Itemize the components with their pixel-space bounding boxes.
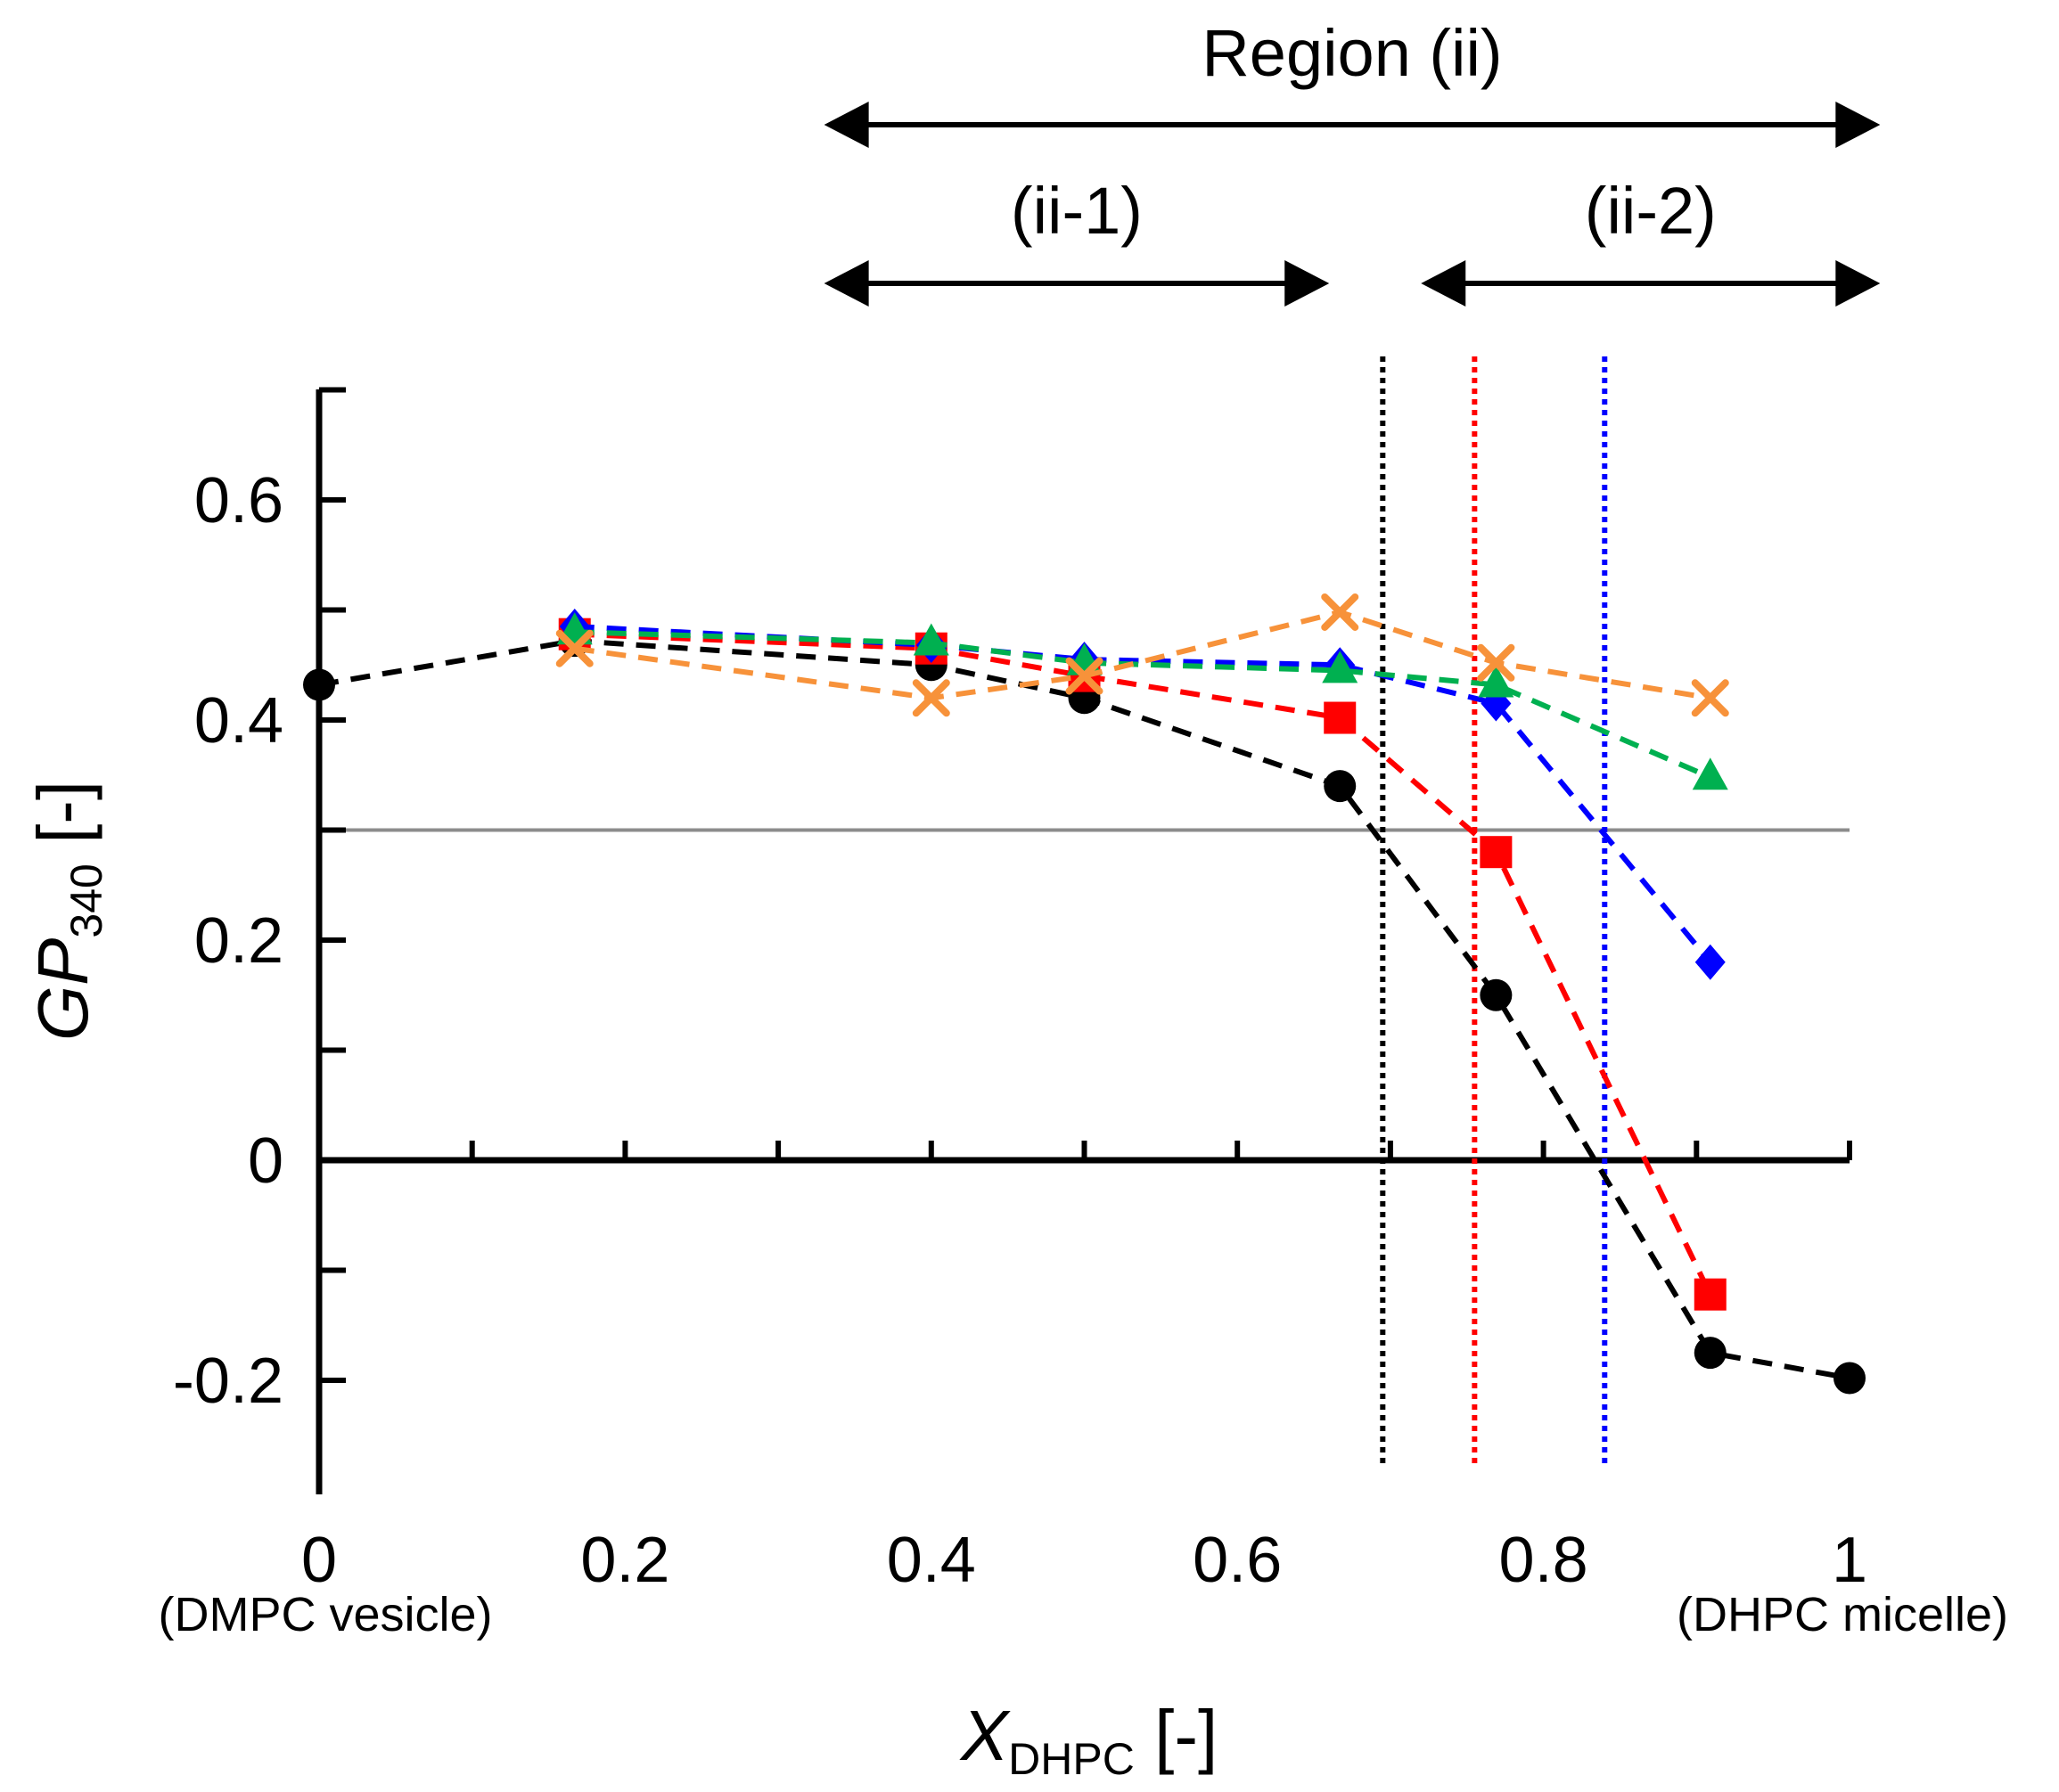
- series-black: [303, 625, 1866, 1395]
- marker-blue: [1694, 944, 1726, 980]
- marker-orange: [1321, 593, 1359, 631]
- marker-red: [1694, 1278, 1727, 1311]
- marker-orange: [1691, 679, 1729, 717]
- arrow-head-left: [824, 260, 869, 307]
- region-arrow-0: [824, 102, 1881, 148]
- y-axis-title: GP340 [-]: [23, 781, 111, 1041]
- x-tick-label: 0.6: [1193, 1525, 1282, 1596]
- x-end-label-right: (DHPC micelle): [1677, 1588, 2008, 1641]
- y-axis-title-main: GP: [23, 938, 103, 1042]
- arrow-head-left: [1421, 260, 1466, 307]
- arrow-head-right: [1284, 260, 1330, 307]
- region-label: Region (ii): [1202, 16, 1502, 90]
- regions-layer: Region (ii) (ii-1) (ii-2): [824, 16, 1881, 307]
- x-tick-label: 0.8: [1499, 1525, 1588, 1596]
- marker-black: [1324, 770, 1357, 803]
- x-axis-title-main: X: [959, 1696, 1011, 1775]
- marker-orange: [555, 629, 594, 667]
- y-tick-label: 0.4: [194, 685, 283, 757]
- y-axis-title-sub: 340: [62, 863, 111, 937]
- series-line-red: [574, 631, 1713, 1296]
- marker-orange: [912, 679, 950, 717]
- marker-red: [1480, 836, 1513, 869]
- region-arrow-2: [1421, 260, 1881, 307]
- x-tick-label: 0.2: [580, 1525, 669, 1596]
- series-line-orange: [574, 609, 1711, 701]
- y-axis-title-suffix: [-]: [23, 781, 103, 863]
- x-axis-title-sub: DHPC: [1008, 1734, 1135, 1784]
- x-axis-title: XDHPC [-]: [959, 1696, 1218, 1784]
- series-line-green: [574, 629, 1711, 780]
- region-label: (ii-1): [1011, 174, 1143, 248]
- arrow-head-left: [824, 102, 869, 148]
- marker-red: [1324, 701, 1357, 734]
- marker-green: [1692, 757, 1728, 790]
- marker-orange: [1065, 657, 1103, 695]
- y-tick-label: 0.2: [194, 905, 283, 977]
- vertical-lines-layer: [1380, 356, 1608, 1464]
- arrow-head-right: [1835, 102, 1881, 148]
- marker-green: [1478, 665, 1514, 698]
- y-tick-label: 0: [248, 1125, 283, 1197]
- marker-green: [1322, 651, 1358, 683]
- x-end-label-left: (DMPC vesicle): [158, 1588, 492, 1641]
- series-red: [558, 618, 1727, 1311]
- series-orange: [555, 593, 1729, 717]
- series-line-blue: [574, 624, 1713, 964]
- series-blue: [559, 609, 1726, 980]
- y-tick-label: -0.2: [173, 1346, 283, 1417]
- series-green: [556, 612, 1728, 790]
- axes-layer: -0.2 0 0.2 0.4 0.6 0 0.2 0.4 0.6 0.8 1: [173, 387, 1867, 1596]
- marker-orange: [1477, 643, 1515, 682]
- region-label: (ii-2): [1585, 174, 1717, 248]
- x-axis-title-suffix: [-]: [1135, 1696, 1218, 1775]
- series-line-black: [318, 638, 1850, 1381]
- x-tick-label: 0.4: [887, 1525, 976, 1596]
- x-tick-label: 1: [1832, 1525, 1867, 1596]
- marker-black: [1480, 978, 1513, 1011]
- marker-black: [1833, 1362, 1866, 1395]
- marker-black: [1694, 1337, 1727, 1370]
- y-tick-label: 0.6: [194, 465, 283, 536]
- arrow-head-right: [1835, 260, 1881, 307]
- x-tick-label: 0: [301, 1525, 337, 1596]
- marker-black: [303, 668, 335, 701]
- marker-green: [913, 623, 949, 656]
- series-layer: [303, 593, 1866, 1395]
- region-arrow-1: [824, 260, 1330, 307]
